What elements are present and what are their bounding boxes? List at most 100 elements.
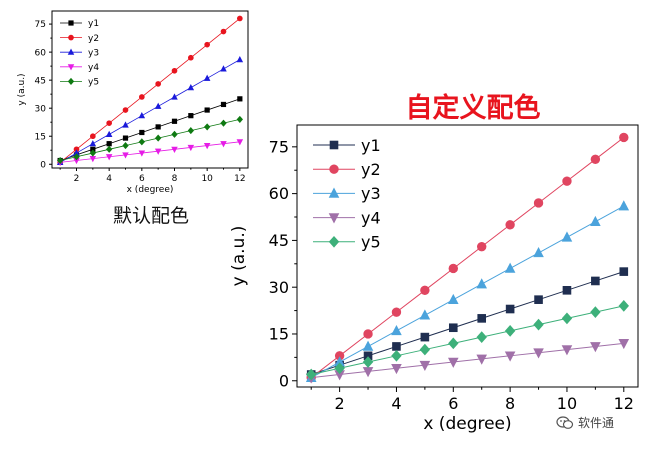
x-tick-label: 12 (234, 174, 245, 184)
point-y4 (590, 342, 601, 353)
point-y2 (590, 154, 601, 165)
point-y4 (154, 148, 162, 155)
point-y5 (187, 127, 194, 135)
point-y5 (476, 331, 487, 343)
point-y5 (220, 119, 227, 127)
legend-marker-y3 (328, 187, 340, 198)
legend-marker-y2 (68, 34, 74, 41)
point-y5 (57, 156, 64, 165)
point-y5 (419, 343, 431, 356)
point-y2 (533, 198, 544, 208)
point-y3 (362, 340, 374, 351)
point-y1 (139, 129, 145, 136)
wechat-icon (556, 415, 574, 430)
legend-label-y2: y2 (361, 160, 381, 179)
x-tick-label: 10 (557, 394, 577, 413)
point-y3 (89, 140, 97, 147)
point-y5 (306, 368, 317, 381)
point-y4 (504, 351, 516, 362)
point-y2 (237, 15, 243, 22)
point-y1 (477, 314, 487, 323)
y-tick-label: 60 (35, 48, 47, 58)
point-y2 (420, 285, 430, 296)
point-y2 (204, 41, 210, 48)
point-y3 (419, 309, 431, 320)
point-y4 (203, 142, 211, 150)
legend-marker-y3 (67, 48, 75, 55)
point-y2 (139, 94, 145, 100)
watermark: 软件通 (556, 414, 614, 431)
point-y5 (138, 138, 145, 146)
point-y2 (391, 307, 402, 317)
point-y4 (476, 354, 488, 365)
point-y3 (171, 93, 178, 100)
point-y5 (504, 325, 516, 337)
y-tick-label: 30 (35, 104, 47, 114)
y-tick-label: 0 (40, 160, 46, 170)
point-y5 (362, 356, 374, 368)
point-y1 (122, 135, 129, 141)
point-y1 (505, 304, 515, 314)
point-y1 (237, 96, 243, 102)
point-y4 (618, 339, 630, 350)
legend-label-y3: y3 (361, 184, 381, 203)
point-y5 (236, 115, 243, 123)
x-tick-label: 8 (505, 394, 515, 413)
point-y5 (334, 362, 345, 375)
legend-label-y1: y1 (361, 136, 381, 155)
y-tick-label: 75 (269, 137, 289, 156)
y-tick-label: 0 (279, 371, 289, 390)
point-y3 (590, 215, 601, 226)
point-y5 (618, 300, 629, 312)
point-y2 (619, 132, 629, 143)
point-y1 (392, 342, 401, 351)
legend-marker-y4 (67, 64, 75, 71)
point-y2 (122, 107, 129, 113)
point-y3 (391, 325, 402, 336)
point-y5 (122, 142, 129, 150)
point-y5 (533, 318, 544, 331)
legend-label-y1: y1 (88, 19, 99, 29)
point-y4 (419, 360, 431, 372)
point-y5 (155, 134, 162, 142)
point-y2 (90, 133, 96, 140)
point-y1 (204, 107, 210, 113)
point-y5 (448, 337, 459, 350)
point-y2 (505, 220, 515, 230)
point-y5 (73, 153, 80, 161)
point-y2 (171, 67, 178, 74)
x-tick-label: 4 (106, 174, 112, 184)
series-line-y1 (311, 271, 624, 375)
legend-label-y4: y4 (88, 63, 99, 73)
watermark-text: 软件通 (578, 416, 615, 430)
point-y5 (89, 149, 96, 157)
legend-marker-y2 (329, 164, 339, 174)
point-y3 (203, 74, 211, 81)
x-tick-label: 6 (448, 394, 458, 413)
point-y3 (138, 112, 146, 119)
chart-custom: 2 4 6 8 10 12 0 15 30 45 60 75 x (degree) y (a.u.) y1 y… (229, 124, 639, 434)
point-y4 (533, 348, 544, 359)
point-y3 (561, 231, 573, 242)
point-y2 (562, 176, 572, 186)
point-y4 (236, 139, 244, 146)
point-y3 (220, 65, 227, 72)
series-line-y1 (60, 98, 240, 161)
point-y2 (477, 241, 487, 252)
point-y4 (187, 144, 195, 152)
point-y2 (448, 263, 458, 274)
series-line-y3 (59, 59, 241, 163)
point-y1 (562, 286, 572, 295)
x-tick-label: 2 (335, 394, 345, 413)
y-axis-label: y (a.u.) (17, 73, 27, 105)
point-y4 (391, 363, 402, 375)
y-tick-label: 15 (269, 325, 289, 344)
point-y3 (154, 102, 162, 109)
point-y5 (106, 145, 113, 153)
y-tick-label: 60 (269, 184, 289, 203)
x-axis-label: x (degree) (423, 414, 511, 434)
legend-label-y5: y5 (361, 233, 381, 252)
legend-label-y3: y3 (88, 48, 99, 58)
x-tick-label: 8 (172, 174, 178, 184)
